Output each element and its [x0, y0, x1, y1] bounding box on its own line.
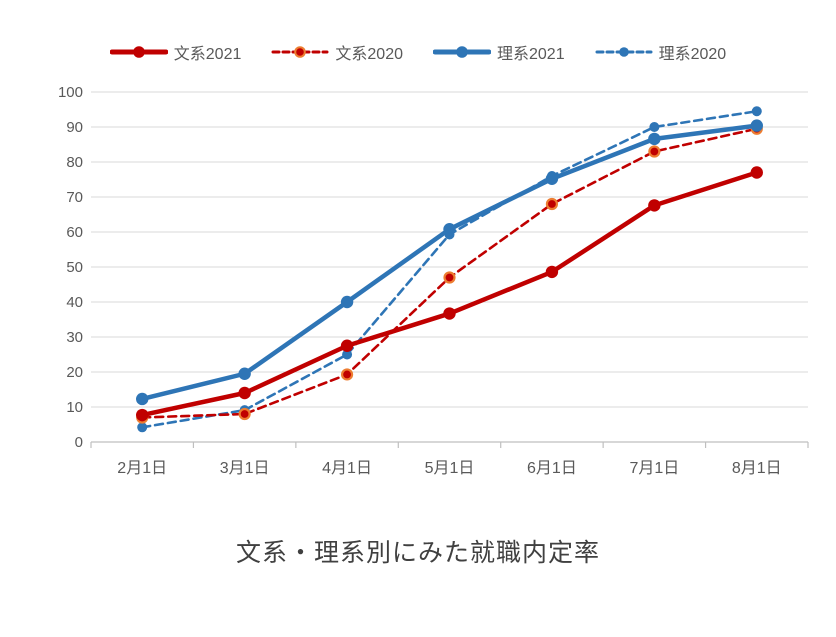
legend-label: 理系2020 — [658, 46, 727, 63]
y-tick-label: 100 — [58, 84, 83, 101]
data-point-marker — [750, 119, 763, 132]
y-tick-label: 80 — [66, 154, 83, 171]
series-文系2021 — [136, 166, 763, 422]
legend-item-rikei-2020: 理系2020 — [595, 40, 727, 64]
series-line — [139, 170, 760, 418]
y-tick-label: 70 — [66, 189, 83, 206]
data-point-marker — [137, 422, 148, 433]
x-tick-label: 7月1日 — [629, 460, 679, 477]
data-point-marker — [649, 122, 660, 132]
data-point-marker — [238, 407, 251, 421]
legend-marker — [294, 46, 307, 58]
x-tick-label: 4月1日 — [322, 460, 372, 477]
series-line — [140, 109, 759, 429]
legend-marker — [618, 47, 629, 57]
legend-marker — [132, 46, 145, 58]
legend-swatch-solid-blue-icon — [433, 46, 491, 58]
x-tick-label: 5月1日 — [425, 460, 475, 477]
data-point-marker — [342, 349, 353, 360]
data-point-marker — [340, 295, 354, 309]
y-tick-label: 50 — [66, 259, 83, 276]
data-point-marker — [545, 265, 559, 279]
data-point-marker — [238, 367, 251, 380]
data-point-marker — [443, 223, 456, 236]
legend-item-bunkei-2021: 文系2021 — [109, 40, 242, 64]
x-tick-label: 3月1日 — [220, 460, 270, 477]
data-point-marker — [648, 132, 661, 146]
y-axis-labels: 0 10 20 30 40 50 60 70 80 90 100 — [58, 84, 83, 451]
y-tick-label: 40 — [66, 294, 83, 311]
y-tick-label: 90 — [66, 119, 83, 136]
data-point-marker — [238, 386, 251, 400]
legend-item-rikei-2021: 理系2021 — [433, 40, 565, 64]
x-tick-label: 8月1日 — [732, 460, 782, 477]
data-point-marker — [136, 408, 149, 422]
legend-marker — [456, 46, 468, 58]
legend-label: 理系2021 — [497, 46, 565, 63]
chart-legend: 文系2021 文系2020 理系2021 理系2020 — [0, 40, 836, 64]
legend-swatch-solid-red-icon — [109, 46, 168, 58]
y-tick-label: 0 — [75, 434, 83, 451]
x-tick-label: 6月1日 — [527, 460, 577, 477]
x-axis-labels: 2月1日 3月1日 4月1日 5月1日 6月1日 7月1日 8月1日 — [117, 460, 781, 477]
gridlines — [91, 91, 808, 408]
legend-label: 文系2020 — [335, 46, 403, 63]
legend-swatch-dashed-red-icon — [271, 46, 329, 58]
data-point-marker — [545, 197, 559, 211]
y-tick-label: 20 — [66, 364, 83, 381]
series-理系2020 — [137, 106, 762, 433]
data-point-marker — [648, 145, 661, 158]
y-tick-label: 60 — [66, 224, 83, 241]
data-point-marker — [136, 392, 149, 406]
y-tick-label: 10 — [66, 399, 83, 416]
x-tick-label: 2月1日 — [117, 460, 167, 477]
data-point-marker — [340, 368, 354, 381]
data-point-marker — [648, 199, 661, 212]
series-理系2021 — [136, 119, 763, 406]
chart-title: 文系・理系別にみた就職内定率 — [235, 539, 600, 567]
data-point-marker — [545, 172, 559, 185]
data-point-marker — [751, 106, 762, 117]
y-tick-label: 30 — [66, 329, 83, 346]
data-point-marker — [750, 166, 763, 179]
data-point-marker — [443, 271, 456, 284]
x-axis-ticks — [90, 442, 809, 448]
data-point-marker — [443, 307, 456, 320]
series-line — [139, 123, 760, 402]
data-point-marker — [340, 339, 354, 352]
legend-swatch-dashed-blue-icon — [595, 47, 653, 57]
legend-item-bunkei-2020: 文系2020 — [271, 40, 403, 64]
legend-label: 文系2021 — [173, 46, 242, 63]
line-chart-plot-area: 0 10 20 30 40 50 60 70 80 90 100 2月1日 3月1日 4月1日 5月1日 6月… — [58, 84, 809, 477]
